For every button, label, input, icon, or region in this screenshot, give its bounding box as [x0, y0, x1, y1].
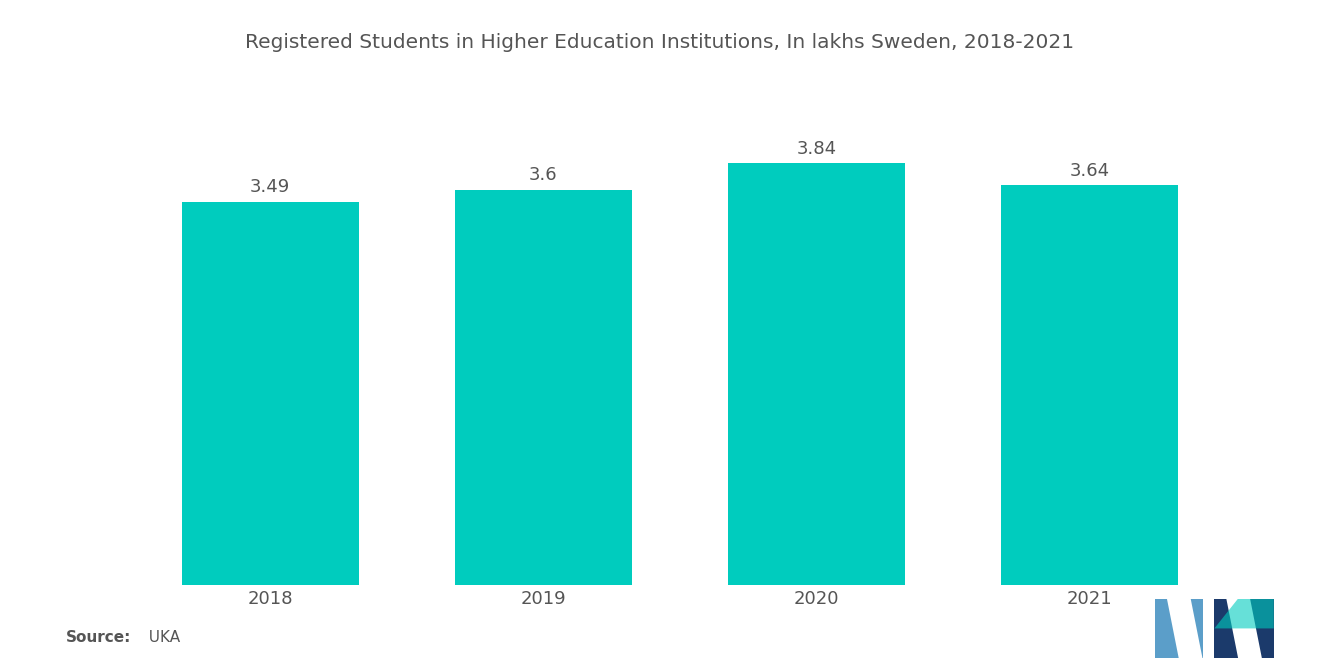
- Text: Source:: Source:: [66, 630, 132, 645]
- Polygon shape: [1214, 598, 1274, 658]
- Bar: [182, 201, 359, 585]
- Text: 3.49: 3.49: [251, 178, 290, 196]
- Polygon shape: [1155, 598, 1203, 658]
- Text: UKA: UKA: [139, 630, 180, 645]
- Text: 3.84: 3.84: [796, 140, 837, 158]
- Bar: [1001, 186, 1177, 585]
- Polygon shape: [1167, 598, 1203, 658]
- Text: Registered Students in Higher Education Institutions, In lakhs Sweden, 2018-2021: Registered Students in Higher Education …: [246, 33, 1074, 53]
- Polygon shape: [1226, 598, 1262, 658]
- Bar: [727, 164, 906, 585]
- Text: 3.6: 3.6: [529, 166, 557, 184]
- Polygon shape: [1214, 598, 1274, 628]
- Text: 3.64: 3.64: [1069, 162, 1109, 180]
- Bar: [454, 190, 632, 585]
